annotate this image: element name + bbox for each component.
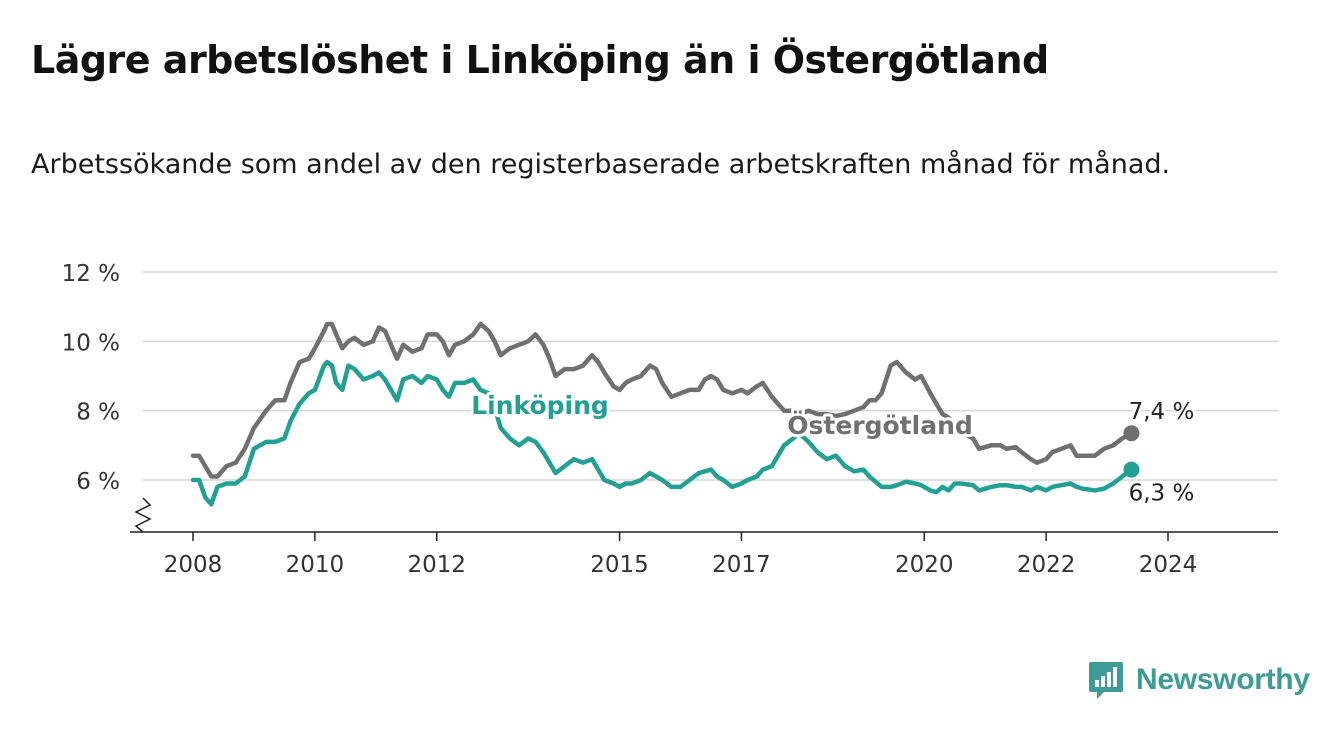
x-axis: 2008 2010 2012 2015 2017 2020 2022 2024 [130,497,1278,578]
x-tick-label: 2017 [712,552,771,578]
x-tick-label: 2008 [164,552,223,578]
series-name-label: Östergötland [787,410,973,440]
series-end-value-label: 6,3 % [1129,481,1195,507]
x-tick-label: 2022 [1017,552,1076,578]
x-tick-label: 2012 [407,552,466,578]
series-line-linkoping [190,359,1134,507]
series-end-marker [1123,461,1140,478]
x-tick-label: 2024 [1139,552,1198,578]
y-tick-label: 6 % [76,469,120,495]
series-end-marker [1123,425,1140,442]
y-axis-ticks: 6 % 8 % 10 % 12 % [62,261,120,495]
newsworthy-logo: Newsworthy [1088,660,1310,700]
brand-name: Newsworthy [1136,663,1310,696]
series-lines [190,321,1140,507]
bar-chart-speech-bubble-icon [1089,662,1123,699]
series-name-label: Linköping [471,391,609,420]
chart-subtitle: Arbetssökande som andel av den registerb… [31,149,1171,180]
series-line-ostergotland [190,321,1134,479]
y-tick-label: 10 % [62,330,120,356]
chart-title: Lägre arbetslöshet i Linköping än i Öste… [31,38,1049,82]
x-tick-label: 2015 [590,552,649,578]
series-labels: 7,4 % 6,3 % Östergötland Linköping [468,388,1197,509]
y-tick-label: 12 % [62,261,120,287]
y-tick-label: 8 % [76,400,120,426]
x-tick-label: 2010 [286,552,345,578]
x-tick-label: 2020 [895,552,954,578]
axis-break-icon [134,497,152,533]
series-end-value-label: 7,4 % [1129,399,1195,425]
gridlines [143,271,1278,481]
